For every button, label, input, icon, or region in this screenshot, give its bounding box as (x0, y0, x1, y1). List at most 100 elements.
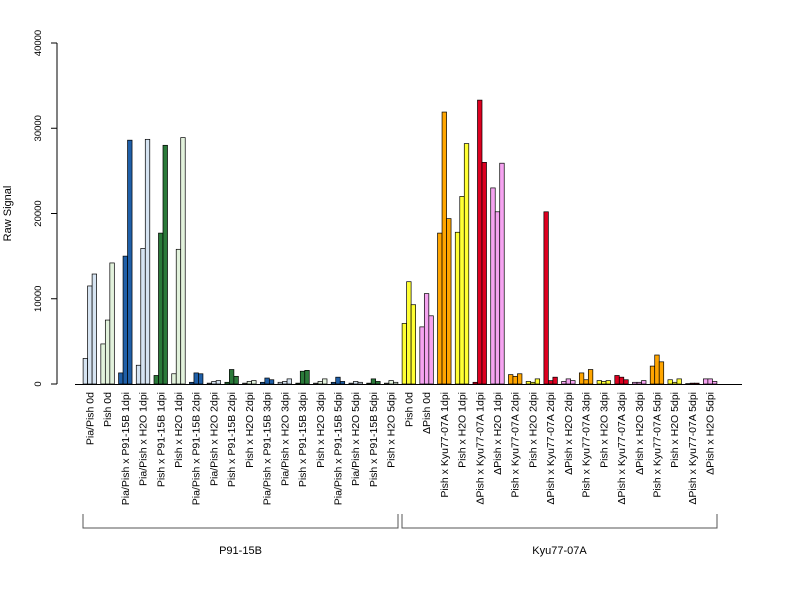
bar (140, 248, 146, 385)
bar (459, 196, 465, 385)
category-label: Pish x H2O 1dpi (457, 392, 469, 468)
bar-group (454, 143, 470, 385)
bar (401, 323, 407, 385)
bar (104, 319, 111, 385)
bar (264, 377, 270, 385)
bar (322, 378, 328, 385)
y-tick-label: 10000 (33, 286, 44, 312)
bar-group (242, 380, 257, 385)
bar (667, 379, 673, 385)
bar (530, 381, 536, 385)
bar (406, 281, 412, 385)
bar (348, 382, 354, 385)
category-label: Pish x Kyu77-07A 1dpi (439, 392, 451, 498)
bar (268, 379, 275, 385)
bar-group (525, 378, 541, 385)
bar-group (703, 378, 718, 385)
y-axis: 0 10000 20000 30000 40000 (33, 30, 58, 387)
bar (313, 382, 319, 385)
category-label: Pish x P91-15B 5dpi (368, 392, 380, 487)
bar (583, 379, 589, 385)
bar (463, 143, 470, 385)
bar-group (685, 382, 700, 385)
bar (605, 380, 611, 385)
bar (614, 375, 620, 385)
category-label: ΔPish x Kyu77-07A 5dpi (687, 392, 699, 505)
bar-group (419, 293, 434, 385)
bar (428, 315, 434, 385)
category-labels: Pia/Pish 0d Pish 0d Pia/Pish x P91-15B 1dp… (84, 392, 716, 505)
bar (534, 378, 541, 385)
bar (565, 378, 571, 385)
bar (171, 373, 177, 385)
category-label: Pish x P91-15B 3dpi (297, 392, 309, 487)
group-brackets: P91-15B Kyu77-07A (82, 514, 718, 557)
bar (419, 326, 425, 385)
y-tick-label: 20000 (33, 200, 44, 226)
bar (215, 380, 222, 385)
bars (82, 99, 718, 385)
bar (384, 382, 390, 385)
y-axis-label: Raw Signal (2, 186, 14, 242)
bar (552, 376, 558, 385)
category-label: Pish x H2O 5dpi (386, 392, 398, 468)
bar (330, 381, 337, 385)
bar (454, 231, 461, 385)
category-label: Pia/Pish x P91-15B 5dpi (332, 392, 344, 505)
bar-group (100, 262, 115, 385)
bar (122, 255, 128, 385)
bar (703, 378, 709, 385)
bar (175, 248, 182, 385)
group-label: Kyu77-07A (532, 545, 587, 557)
bar (206, 382, 213, 385)
category-label: Pia/Pish x H2O 1dpi (138, 392, 150, 486)
bar (317, 381, 323, 385)
bar (517, 373, 523, 385)
bar (198, 373, 204, 385)
bar (259, 381, 266, 385)
bar (304, 370, 310, 385)
bar (410, 304, 416, 385)
bar (357, 381, 363, 385)
bar-group (490, 162, 505, 385)
bar (109, 262, 115, 385)
bar (224, 381, 230, 385)
bar (242, 382, 248, 385)
bracket-line (82, 514, 399, 529)
category-label: Pia/Pish 0d (84, 392, 96, 445)
bar (251, 380, 257, 385)
bar-group (118, 139, 133, 385)
category-label: ΔPish 0d (421, 392, 433, 434)
bar (82, 358, 88, 385)
group-label: P91-15B (219, 545, 262, 557)
bar (423, 293, 430, 385)
bar (339, 381, 346, 385)
category-label: Pish 0d (102, 392, 114, 427)
bar (649, 365, 656, 385)
bar-group (171, 137, 186, 385)
bar-group (561, 378, 576, 385)
bar (91, 273, 97, 385)
bar (494, 211, 501, 385)
bar (481, 162, 487, 385)
bar (370, 378, 377, 385)
bar-group (277, 378, 292, 385)
bar-group (259, 377, 275, 385)
category-label: Pia/Pish x H2O 5dpi (350, 392, 362, 486)
bar-group (596, 380, 611, 385)
category-label: ΔPish x Kyu77-07A 2dpi (545, 392, 557, 505)
bar (246, 381, 252, 385)
bar (658, 361, 665, 385)
bar (694, 382, 700, 385)
y-tick-label: 30000 (33, 115, 44, 141)
bar-group (543, 211, 558, 385)
category-label: Pish x H2O 3dpi (315, 392, 327, 468)
bar (596, 380, 602, 385)
bar (641, 380, 647, 385)
bar (282, 381, 288, 385)
group-bracket: P91-15B (82, 514, 399, 557)
category-label: Pia/Pish x H2O 2dpi (208, 392, 220, 486)
bar (707, 378, 713, 385)
bar (636, 381, 642, 385)
